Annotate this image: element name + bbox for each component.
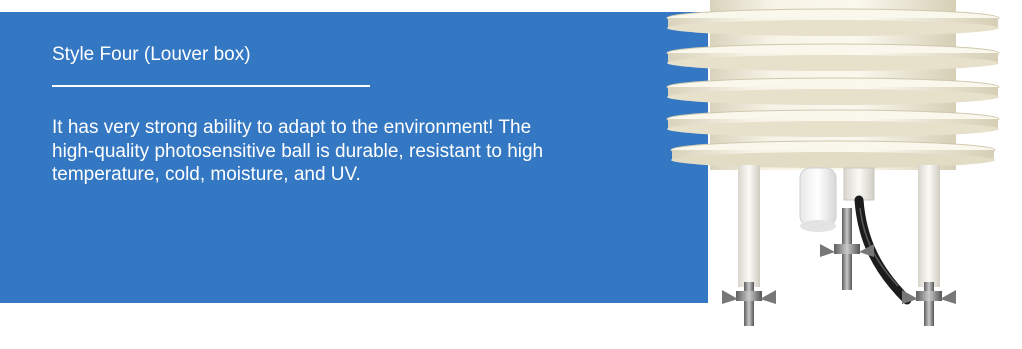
section-title: Style Four (Louver box) xyxy=(52,44,251,65)
title-underline xyxy=(52,85,370,87)
photosensitive-ball xyxy=(799,167,837,232)
description-panel xyxy=(0,12,708,303)
right-support-rod xyxy=(902,165,956,326)
middle-support-rod xyxy=(820,208,874,290)
cable xyxy=(843,167,912,305)
left-support-rod xyxy=(722,165,776,326)
louver-plates xyxy=(666,0,1000,170)
section-description: It has very strong ability to adapt to t… xyxy=(52,117,544,185)
louver-box-sensor-image xyxy=(666,0,1000,326)
